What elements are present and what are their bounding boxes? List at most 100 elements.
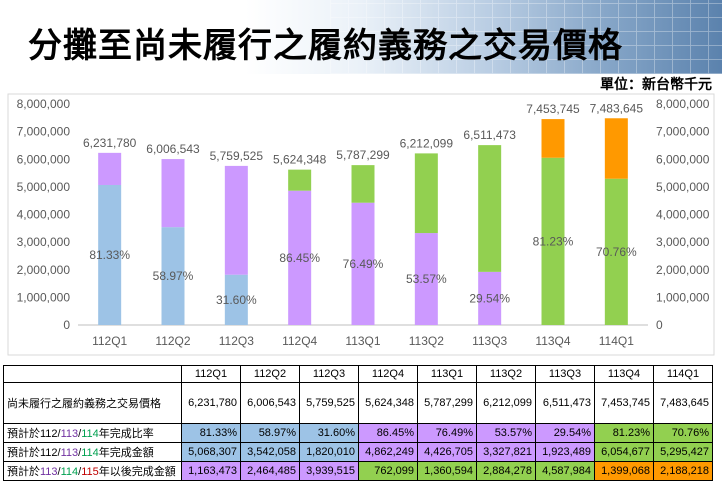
percent-data-label: 58.97% bbox=[153, 269, 194, 283]
y-tick-label-right: 6,000,000 bbox=[656, 152, 710, 166]
chart-frame bbox=[7, 93, 715, 356]
table-cell: 76.49% bbox=[417, 423, 477, 443]
table-cell: 5,068,307 bbox=[181, 442, 241, 462]
row-label: 尚未履行之履約義務之交易價格 bbox=[3, 382, 182, 424]
bar-current-year bbox=[604, 178, 628, 325]
bar-later-years bbox=[541, 119, 565, 158]
row-label: 預計於113/114/115年以後完成金額 bbox=[3, 461, 182, 481]
table-cell: 5,295,427 bbox=[653, 442, 713, 462]
table-row-completion-amount: 預計於112/113/114年完成金額 5,068,307 3,542,058 … bbox=[3, 442, 713, 462]
total-data-label: 6,212,099 bbox=[400, 136, 454, 150]
bar-later-years bbox=[351, 165, 375, 203]
percent-data-label: 76.49% bbox=[343, 257, 384, 271]
bar-later-years bbox=[414, 153, 438, 234]
y-tick-label-left: 7,000,000 bbox=[17, 125, 71, 139]
percent-data-label: 31.60% bbox=[216, 293, 257, 307]
y-tick-label-left: 8,000,000 bbox=[17, 97, 71, 111]
data-table: 112Q1 112Q2 112Q3 112Q4 113Q1 113Q2 113Q… bbox=[3, 365, 713, 481]
y-tick-label-right: 4,000,000 bbox=[656, 208, 710, 222]
col-header: 113Q1 bbox=[417, 365, 477, 383]
table-cell: 5,624,348 bbox=[358, 382, 418, 424]
table-cell: 5,787,299 bbox=[417, 382, 477, 424]
y-tick-label-left: 3,000,000 bbox=[17, 235, 71, 249]
y-tick-label-right: 1,000,000 bbox=[656, 290, 710, 304]
table-corner-cell bbox=[3, 365, 182, 383]
bar-current-year bbox=[161, 227, 185, 325]
table-cell: 81.33% bbox=[181, 423, 241, 443]
x-tick-label: 113Q3 bbox=[472, 334, 507, 348]
table-cell: 2,464,485 bbox=[240, 461, 300, 481]
y-tick-label-right: 0 bbox=[656, 318, 663, 332]
table-cell: 29.54% bbox=[535, 423, 595, 443]
table-row-transaction-price: 尚未履行之履約義務之交易價格 6,231,780 6,006,543 5,759… bbox=[3, 382, 713, 424]
x-tick-label: 112Q3 bbox=[219, 334, 254, 348]
table-cell: 6,231,780 bbox=[181, 382, 241, 424]
y-tick-label-right: 3,000,000 bbox=[656, 235, 710, 249]
col-header: 113Q4 bbox=[594, 365, 654, 383]
table-cell: 86.45% bbox=[358, 423, 418, 443]
total-data-label: 5,759,525 bbox=[210, 149, 264, 163]
x-tick-label: 113Q1 bbox=[345, 334, 380, 348]
x-tick-label: 112Q2 bbox=[155, 334, 190, 348]
bar-later-years bbox=[161, 159, 185, 228]
stacked-bar-chart: 0 0 1,000,000 1,000,000 2,000,000 2,000,000 3,… bbox=[7, 93, 715, 356]
unit-label: 單位：新台幣千元 bbox=[600, 77, 712, 93]
building-backdrop bbox=[330, 0, 722, 74]
bar-current-year bbox=[224, 274, 248, 325]
page-title: 分攤至尚未履行之履約義務之交易價格 bbox=[28, 26, 623, 66]
table-cell: 4,862,249 bbox=[358, 442, 418, 462]
x-tick-label: 112Q1 bbox=[92, 334, 127, 348]
bar-later-years bbox=[478, 145, 502, 272]
col-header: 113Q2 bbox=[476, 365, 536, 383]
table-cell: 70.76% bbox=[653, 423, 713, 443]
bar-later-years bbox=[604, 118, 628, 179]
row-label: 預計於112/113/114年完成比率 bbox=[3, 423, 182, 443]
table-cell: 1,820,010 bbox=[299, 442, 359, 462]
table-cell: 4,426,705 bbox=[417, 442, 477, 462]
col-header: 113Q3 bbox=[535, 365, 595, 383]
percent-data-label: 86.45% bbox=[279, 251, 320, 265]
row-label: 預計於112/113/114年完成金額 bbox=[3, 442, 182, 462]
percent-data-label: 81.33% bbox=[89, 248, 130, 262]
table-cell: 3,327,821 bbox=[476, 442, 536, 462]
y-tick-label-right: 5,000,000 bbox=[656, 180, 710, 194]
table-cell: 1,163,473 bbox=[181, 461, 241, 481]
table-cell: 6,006,543 bbox=[240, 382, 300, 424]
x-tick-label: 113Q4 bbox=[535, 334, 570, 348]
x-tick-label: 112Q4 bbox=[282, 334, 317, 348]
bar-current-year bbox=[541, 157, 565, 325]
table-cell: 7,483,645 bbox=[653, 382, 713, 424]
col-header: 112Q1 bbox=[181, 365, 241, 383]
total-data-label: 7,483,645 bbox=[590, 101, 644, 115]
y-tick-label-right: 8,000,000 bbox=[656, 97, 710, 111]
table-cell: 58.97% bbox=[240, 423, 300, 443]
y-tick-label-left: 2,000,000 bbox=[17, 263, 71, 277]
table-row-completion-ratio: 預計於112/113/114年完成比率 81.33% 58.97% 31.60%… bbox=[3, 423, 713, 443]
y-tick-label-left: 5,000,000 bbox=[17, 180, 71, 194]
table-cell: 31.60% bbox=[299, 423, 359, 443]
table-cell: 1,360,594 bbox=[417, 461, 477, 481]
total-data-label: 7,453,745 bbox=[526, 102, 580, 116]
total-data-label: 6,511,473 bbox=[463, 128, 516, 142]
table-cell: 6,511,473 bbox=[535, 382, 595, 424]
percent-data-label: 53.57% bbox=[406, 272, 447, 286]
table-cell: 762,099 bbox=[358, 461, 418, 481]
bar-current-year bbox=[288, 190, 312, 325]
percent-data-label: 81.23% bbox=[533, 234, 574, 248]
bar-current-year bbox=[351, 202, 375, 325]
y-tick-label-left: 4,000,000 bbox=[17, 208, 71, 222]
percent-data-label: 29.54% bbox=[469, 291, 510, 305]
table-cell: 2,188,218 bbox=[653, 461, 713, 481]
table-cell: 7,453,745 bbox=[594, 382, 654, 424]
table-cell: 6,054,677 bbox=[594, 442, 654, 462]
bar-later-years bbox=[224, 165, 248, 275]
total-data-label: 6,006,543 bbox=[146, 142, 200, 156]
bar-current-year bbox=[414, 233, 438, 325]
table-cell: 81.23% bbox=[594, 423, 654, 443]
bar-later-years bbox=[98, 152, 122, 185]
col-header: 112Q4 bbox=[358, 365, 418, 383]
y-tick-label-right: 2,000,000 bbox=[656, 263, 710, 277]
table-cell: 1,923,489 bbox=[535, 442, 595, 462]
table-header-row: 112Q1 112Q2 112Q3 112Q4 113Q1 113Q2 113Q… bbox=[3, 365, 713, 383]
y-tick-label-right: 7,000,000 bbox=[656, 125, 710, 139]
